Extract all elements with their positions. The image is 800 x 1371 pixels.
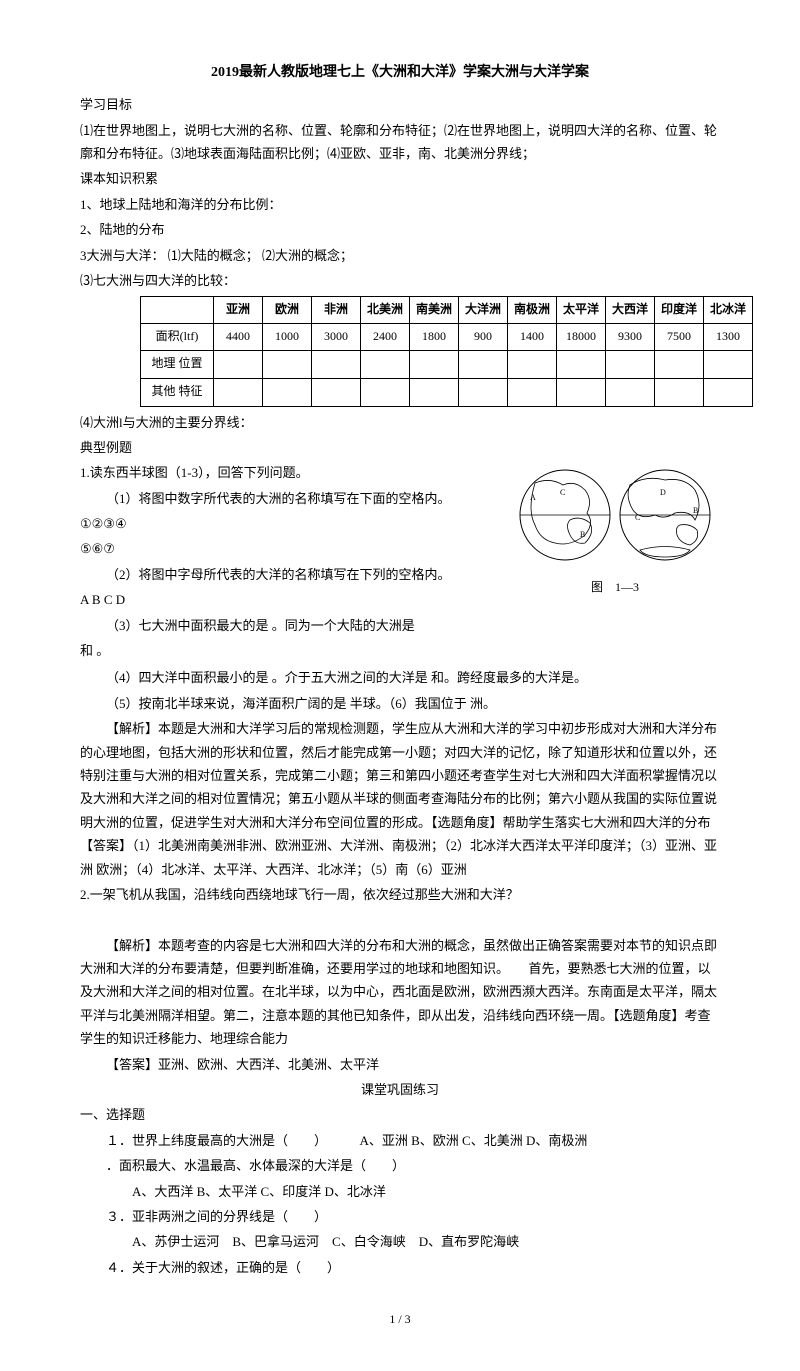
answer-2: 【答案】亚洲、欧洲、大西洋、北美洲、太平洋 bbox=[80, 1053, 720, 1076]
question-3-opts: A、苏伊士运河 B、巴拿马运河 C、白令海峡 D、直布罗陀海峡 bbox=[80, 1230, 720, 1253]
doc-title: 2019最新人教版地理七上《大洲和大洋》学案大洲与大洋学案 bbox=[80, 60, 720, 85]
table-pos-row: 地理 位置 bbox=[141, 350, 753, 378]
th-europe: 欧洲 bbox=[263, 297, 312, 324]
question-1: １．世界上纬度最高的大洲是（ ） A、亚洲 B、欧洲 C、北美洲 D、南极洲 bbox=[80, 1129, 720, 1152]
svg-text:B: B bbox=[580, 530, 585, 539]
continent-ocean-table: 亚洲 欧洲 非洲 北美洲 南美洲 大洋洲 南极洲 太平洋 大西洋 印度洋 北冰洋… bbox=[140, 296, 753, 406]
th-arctic: 北冰洋 bbox=[704, 297, 753, 324]
question-2: ．面积最大、水温最高、水体最深的大洋是（ ） bbox=[80, 1154, 720, 1177]
area-cell: 1800 bbox=[410, 323, 459, 350]
row-pos-label: 地理 位置 bbox=[141, 350, 214, 378]
th-blank bbox=[141, 297, 214, 324]
th-africa: 非洲 bbox=[312, 297, 361, 324]
th-antarctica: 南极洲 bbox=[508, 297, 557, 324]
select-heading: 一、选择题 bbox=[80, 1103, 720, 1126]
practice-heading: 课堂巩固练习 bbox=[80, 1078, 720, 1101]
goal-text: ⑴在世界地图上，说明七大洲的名称、位置、轮廓和分布特征；⑵在世界地图上，说明四大… bbox=[80, 119, 720, 166]
th-oceania: 大洋洲 bbox=[459, 297, 508, 324]
svg-text:C: C bbox=[560, 488, 565, 497]
acc-line-4: ⑶七大洲与四大洋的比较： bbox=[80, 269, 720, 292]
th-asia: 亚洲 bbox=[214, 297, 263, 324]
th-pacific: 太平洋 bbox=[557, 297, 606, 324]
th-samerica: 南美洲 bbox=[410, 297, 459, 324]
svg-text:C: C bbox=[635, 513, 640, 522]
ex2-question: 2.一架飞机从我国，沿纬线向西绕地球飞行一周，依次经过那些大洲和大洋？ bbox=[80, 883, 720, 906]
svg-text:D: D bbox=[660, 488, 666, 497]
question-4: ４．关于大洲的叙述，正确的是（ ） bbox=[80, 1256, 720, 1279]
svg-text:A: A bbox=[530, 493, 536, 502]
area-cell: 1400 bbox=[508, 323, 557, 350]
ex1-q3: （3）七大洲中面积最大的是 。同为一个大陆的大洲是 bbox=[80, 614, 720, 637]
accumulate-heading: 课本知识积累 bbox=[80, 167, 720, 190]
table-area-row: 面积(ltf) 4400 1000 3000 2400 1800 900 140… bbox=[141, 323, 753, 350]
acc-line-3: 3大洲与大洋： ⑴大陆的概念； ⑵大洲的概念； bbox=[80, 244, 720, 267]
page-number: 1 / 3 bbox=[80, 1309, 720, 1331]
ex1-q4: （4）四大洋中面积最小的是 。介于五大洲之间的大洋是 和。跨经度最多的大洋是。 bbox=[80, 666, 720, 689]
question-3: ３．亚非两洲之间的分界线是（ ） bbox=[80, 1205, 720, 1228]
goal-heading: 学习目标 bbox=[80, 93, 720, 116]
figure-caption: 图 1—3 bbox=[510, 577, 720, 599]
area-cell: 7500 bbox=[655, 323, 704, 350]
row-other-label: 其他 特征 bbox=[141, 378, 214, 406]
area-cell: 1300 bbox=[704, 323, 753, 350]
ex1-q5: （5）按南北半球来说，海洋面积广阔的是 半球。（6）我国位于 洲。 bbox=[80, 692, 720, 715]
area-cell: 1000 bbox=[263, 323, 312, 350]
ex1-q3b: 和 。 bbox=[80, 639, 720, 662]
area-cell: 900 bbox=[459, 323, 508, 350]
th-atlantic: 大西洋 bbox=[606, 297, 655, 324]
svg-text:B: B bbox=[693, 506, 698, 515]
th-namerica: 北美洲 bbox=[361, 297, 410, 324]
table-header-row: 亚洲 欧洲 非洲 北美洲 南美洲 大洋洲 南极洲 太平洋 大西洋 印度洋 北冰洋 bbox=[141, 297, 753, 324]
area-cell: 9300 bbox=[606, 323, 655, 350]
area-cell: 18000 bbox=[557, 323, 606, 350]
hemisphere-figure: A C B C D B 图 1—3 bbox=[510, 465, 720, 599]
area-cell: 4400 bbox=[214, 323, 263, 350]
acc-line-1: 1、地球上陆地和海洋的分布比例： bbox=[80, 193, 720, 216]
acc-line-5: ⑷大洲l与大洲的主要分界线： bbox=[80, 411, 720, 434]
analysis-1: 【解析】本题是大洲和大洋学习后的常规检测题，学生应从大洲和大洋的学习中初步形成对… bbox=[80, 717, 720, 881]
th-indian: 印度洋 bbox=[655, 297, 704, 324]
question-2-opts: A、大西洋 B、太平洋 C、印度洋 D、北冰洋 bbox=[80, 1180, 720, 1203]
table-other-row: 其他 特征 bbox=[141, 378, 753, 406]
example-heading: 典型例题 bbox=[80, 436, 720, 459]
row-area-label: 面积(ltf) bbox=[141, 323, 214, 350]
area-cell: 3000 bbox=[312, 323, 361, 350]
acc-line-2: 2、陆地的分布 bbox=[80, 218, 720, 241]
area-cell: 2400 bbox=[361, 323, 410, 350]
analysis-2: 【解析】本题考查的内容是七大洲和四大洋的分布和大洲的概念，虽然做出正确答案需要对… bbox=[80, 934, 720, 1051]
